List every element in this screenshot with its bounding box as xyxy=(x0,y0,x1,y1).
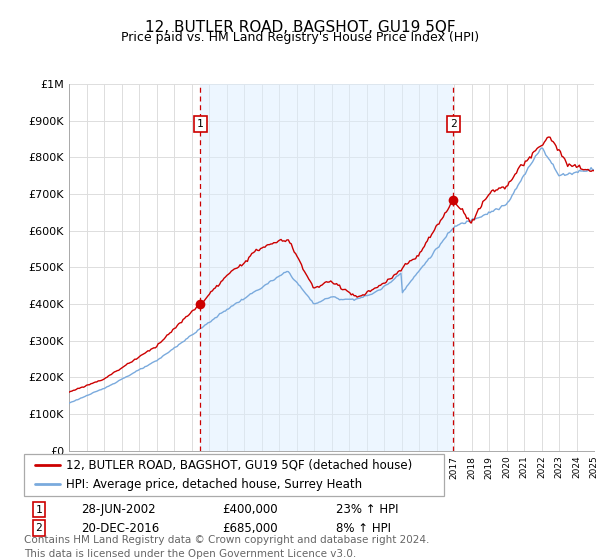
Text: 1: 1 xyxy=(197,119,203,129)
Text: 2: 2 xyxy=(450,119,457,129)
Text: 28-JUN-2002: 28-JUN-2002 xyxy=(81,503,155,516)
Text: Price paid vs. HM Land Registry's House Price Index (HPI): Price paid vs. HM Land Registry's House … xyxy=(121,31,479,44)
Text: 2: 2 xyxy=(35,523,43,533)
Text: 8% ↑ HPI: 8% ↑ HPI xyxy=(336,521,391,535)
Text: 20-DEC-2016: 20-DEC-2016 xyxy=(81,521,159,535)
FancyBboxPatch shape xyxy=(24,454,444,496)
Text: 12, BUTLER ROAD, BAGSHOT, GU19 5QF (detached house): 12, BUTLER ROAD, BAGSHOT, GU19 5QF (deta… xyxy=(66,459,412,472)
Text: 23% ↑ HPI: 23% ↑ HPI xyxy=(336,503,398,516)
Text: £685,000: £685,000 xyxy=(222,521,278,535)
Text: £400,000: £400,000 xyxy=(222,503,278,516)
Text: 12, BUTLER ROAD, BAGSHOT, GU19 5QF: 12, BUTLER ROAD, BAGSHOT, GU19 5QF xyxy=(145,20,455,35)
Text: 1: 1 xyxy=(35,505,43,515)
Text: Contains HM Land Registry data © Crown copyright and database right 2024.
This d: Contains HM Land Registry data © Crown c… xyxy=(24,535,430,559)
Bar xyxy=(200,84,454,451)
Text: HPI: Average price, detached house, Surrey Heath: HPI: Average price, detached house, Surr… xyxy=(66,478,362,491)
